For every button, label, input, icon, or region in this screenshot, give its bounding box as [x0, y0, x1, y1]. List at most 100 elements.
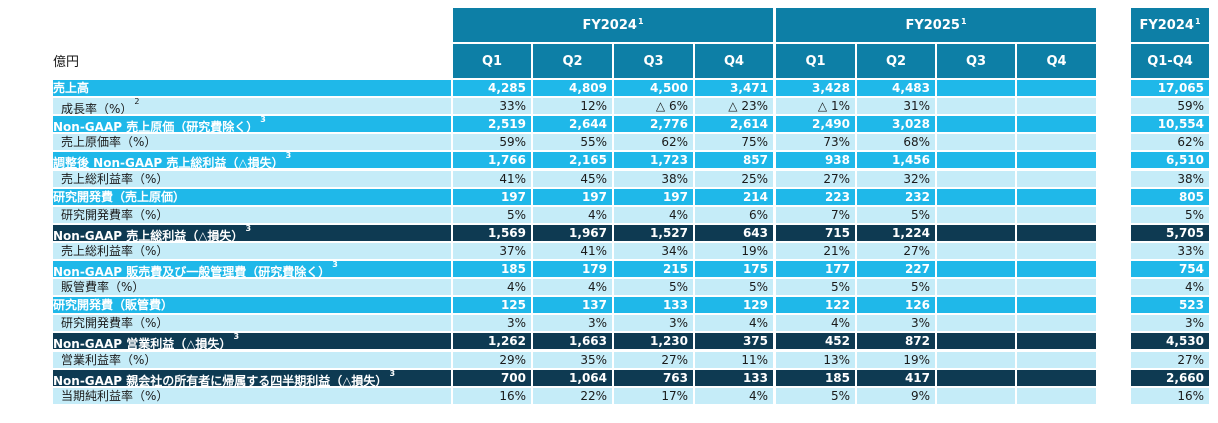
total-cell: 2,660 — [1131, 370, 1209, 386]
header-quarter: Q2 — [533, 44, 612, 78]
total-cell: 10,554 — [1131, 116, 1209, 132]
value-cell — [1017, 152, 1096, 168]
total-cell: 3% — [1131, 315, 1209, 331]
total-cell: 5% — [1131, 207, 1209, 223]
value-cell: 232 — [857, 189, 935, 205]
value-cell — [937, 261, 1015, 277]
value-cell: 41% — [533, 243, 612, 259]
total-cell: 27% — [1131, 352, 1209, 368]
value-cell: 17% — [614, 388, 693, 404]
row-label: 成長率（%）2 — [53, 98, 451, 114]
row-label: Non-GAAP 親会社の所有者に帰属する四半期利益（△損失）3 — [53, 370, 451, 386]
value-cell: 417 — [857, 370, 935, 386]
row-label: Non-GAAP 営業利益（△損失）3 — [53, 333, 451, 349]
value-cell: 1,527 — [614, 225, 693, 241]
value-cell: 185 — [453, 261, 531, 277]
row-label: Non-GAAP 売上総利益（△損失）3 — [53, 225, 451, 241]
row-label-text: 売上総利益率（%） — [61, 244, 169, 258]
value-cell: 223 — [776, 189, 855, 205]
header-fy2024-note: 1 — [637, 16, 644, 26]
value-cell: 1,766 — [453, 152, 531, 168]
table-row: 研究開発費率（%） 3% 3% 3% 4% 4% 3% 3% — [0, 315, 1218, 332]
total-cell: 33% — [1131, 243, 1209, 259]
row-label-text: 売上原価率（%） — [61, 135, 157, 149]
total-cell: 59% — [1131, 98, 1209, 114]
row-label-text: Non-GAAP 販売費及び一般管理費（研究費除く） — [53, 265, 331, 277]
value-cell: 16% — [453, 388, 531, 404]
value-cell: 31% — [857, 98, 935, 114]
footnote-marker: 3 — [260, 116, 266, 124]
value-cell: 4% — [614, 207, 693, 223]
value-cell: 1,230 — [614, 333, 693, 349]
value-cell — [1017, 261, 1096, 277]
value-cell: 29% — [453, 352, 531, 368]
value-cell — [937, 225, 1015, 241]
value-cell: 177 — [776, 261, 855, 277]
value-cell — [937, 152, 1015, 168]
table-row: 営業利益率（%） 29% 35% 27% 11% 13% 19% 27% — [0, 352, 1218, 369]
value-cell: 4,809 — [533, 80, 612, 96]
total-cell: 38% — [1131, 171, 1209, 187]
value-cell: 133 — [695, 370, 773, 386]
value-cell: 1,569 — [453, 225, 531, 241]
row-label-text: 当期純利益率（%） — [61, 389, 169, 403]
value-cell — [937, 134, 1015, 150]
value-cell: 1,224 — [857, 225, 935, 241]
header-fy2024: FY2024 1 — [453, 8, 773, 42]
total-cell: 4,530 — [1131, 333, 1209, 349]
row-label: 売上高 — [53, 80, 451, 96]
table-row: 売上原価率（%） 59% 55% 62% 75% 73% 68% 62% — [0, 134, 1218, 151]
value-cell: 3% — [857, 315, 935, 331]
value-cell — [1017, 333, 1096, 349]
value-cell: 41% — [453, 171, 531, 187]
value-cell: 3,028 — [857, 116, 935, 132]
table-row: 売上総利益率（%） 37% 41% 34% 19% 21% 27% 33% — [0, 243, 1218, 260]
value-cell — [937, 207, 1015, 223]
value-cell: 375 — [695, 333, 773, 349]
value-cell: 68% — [857, 134, 935, 150]
value-cell — [1017, 116, 1096, 132]
value-cell: 6% — [695, 207, 773, 223]
value-cell: 643 — [695, 225, 773, 241]
total-cell: 6,510 — [1131, 152, 1209, 168]
value-cell: 33% — [453, 98, 531, 114]
value-cell — [937, 171, 1015, 187]
value-cell: 75% — [695, 134, 773, 150]
value-cell — [1017, 388, 1096, 404]
value-cell: 34% — [614, 243, 693, 259]
table-row: Non-GAAP 売上総利益（△損失）3 1,569 1,967 1,527 643 71… — [0, 225, 1218, 242]
value-cell: 214 — [695, 189, 773, 205]
header-fy2025-text: FY2025 — [905, 17, 960, 33]
table-row: 研究開発費（販管費） 125 137 133 129 122 126 523 — [0, 297, 1218, 314]
value-cell: 32% — [857, 171, 935, 187]
value-cell: 25% — [695, 171, 773, 187]
row-label: 研究開発費（販管費） — [53, 297, 451, 313]
value-cell: 857 — [695, 152, 773, 168]
total-cell: 5,705 — [1131, 225, 1209, 241]
value-cell: △ 1% — [776, 98, 855, 114]
value-cell — [937, 388, 1015, 404]
value-cell: 763 — [614, 370, 693, 386]
value-cell: 2,776 — [614, 116, 693, 132]
value-cell: 4% — [533, 207, 612, 223]
row-label: Non-GAAP 販売費及び一般管理費（研究費除く）3 — [53, 261, 451, 277]
value-cell: 1,262 — [453, 333, 531, 349]
value-cell — [937, 297, 1015, 313]
value-cell: 5% — [614, 279, 693, 295]
value-cell: 19% — [695, 243, 773, 259]
value-cell: 22% — [533, 388, 612, 404]
footnote-marker: 3 — [332, 261, 338, 269]
row-label: 研究開発費率（%） — [53, 315, 451, 331]
value-cell: 12% — [533, 98, 612, 114]
value-cell: 125 — [453, 297, 531, 313]
value-cell: 215 — [614, 261, 693, 277]
footnote-marker: 3 — [285, 152, 292, 160]
header-quarter: Q4 — [1017, 44, 1096, 78]
value-cell: 4% — [776, 315, 855, 331]
value-cell: 700 — [453, 370, 531, 386]
header-quarter: Q2 — [857, 44, 935, 78]
row-label: Non-GAAP 売上原価（研究費除く）3 — [53, 116, 451, 132]
row-label-text: 研究開発費率（%） — [61, 208, 169, 222]
table-row: 調整後 Non-GAAP 売上総利益（△損失）3 1,766 2,165 1,723 8… — [0, 152, 1218, 169]
row-label: 売上総利益率（%） — [53, 243, 451, 259]
